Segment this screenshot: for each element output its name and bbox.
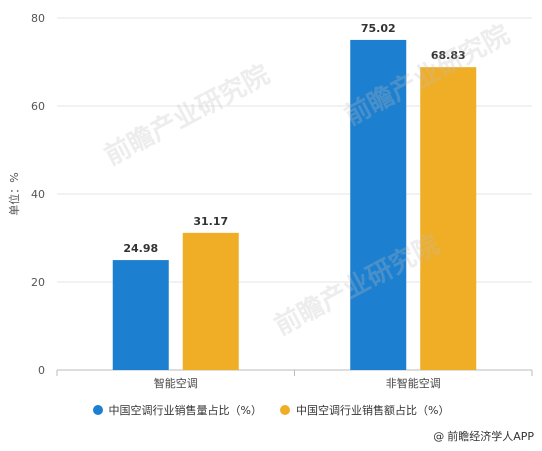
- y-tick-label: 0: [38, 364, 45, 377]
- legend-item-revenue[interactable]: 中国空调行业销售额占比（%）: [280, 402, 449, 418]
- data-label: 68.83: [431, 49, 466, 62]
- x-category-label: 非智能空调: [386, 376, 441, 390]
- labels: 智能空调 24.98 31.17 非智能空调 75.02 68.83: [123, 22, 465, 390]
- bar: [112, 260, 169, 370]
- legend-label: 中国空调行业销售量占比（%）: [108, 404, 262, 417]
- legend-marker: [280, 405, 290, 415]
- y-tick-label: 80: [31, 12, 45, 25]
- bar: [350, 39, 407, 371]
- x-category-label: 智能空调: [154, 376, 198, 390]
- axes: 0 20 40 60 80 单位：%: [7, 12, 533, 377]
- legend-item-volume[interactable]: 中国空调行业销售量占比（%）: [92, 402, 262, 418]
- data-label: 31.17: [193, 215, 228, 228]
- data-label: 75.02: [361, 22, 396, 35]
- bar: [420, 67, 477, 370]
- data-label: 24.98: [123, 242, 158, 255]
- y-tick-label: 40: [31, 188, 45, 201]
- y-axis-label: 单位：%: [7, 172, 21, 215]
- at-sign-icon: @: [433, 429, 445, 443]
- bar: [182, 232, 239, 370]
- legend-marker: [92, 405, 103, 415]
- legend: 中国空调行业销售量占比（%） 中国空调行业销售额占比（%）: [0, 402, 542, 418]
- y-tick-label: 20: [31, 276, 45, 289]
- bars: [112, 39, 477, 371]
- y-tick-label: 60: [31, 100, 45, 113]
- legend-label: 中国空调行业销售额占比（%）: [296, 404, 450, 417]
- source-credit: @ 前瞻经济学人APP: [433, 428, 534, 444]
- source-text: 前瞻经济学人APP: [447, 430, 534, 443]
